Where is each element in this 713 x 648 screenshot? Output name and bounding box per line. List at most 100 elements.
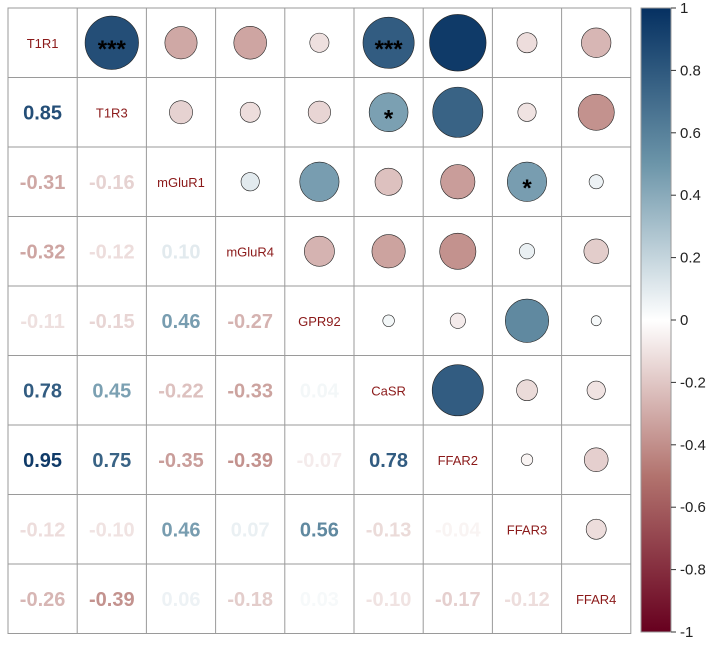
correlation-value: -0.33 (227, 380, 273, 402)
correlation-circle (371, 234, 406, 269)
variable-label: FFAR3 (507, 522, 547, 537)
variable-label: T1R3 (96, 105, 128, 120)
correlation-value: -0.12 (504, 589, 550, 611)
legend-tick-label: -0.8 (680, 562, 706, 579)
correlation-value: -0.11 (20, 311, 64, 333)
variable-label: CaSR (371, 383, 406, 398)
legend-tick-label: 1 (680, 0, 688, 17)
correlation-circle (519, 243, 535, 260)
variable-label: mGluR1 (157, 175, 205, 190)
correlation-circle (240, 172, 260, 192)
correlation-circle (169, 100, 193, 125)
correlation-circle (307, 100, 331, 124)
correlation-value: 0.78 (23, 380, 62, 402)
color-legend: 1 0.8 0.6 0.4 0.2 0 -0.2 -0.4 -0.6 -0.8 -1 (640, 0, 706, 641)
correlation-value: 0.78 (369, 450, 408, 472)
correlation-value: -0.31 (20, 172, 66, 194)
correlation-circle (304, 235, 335, 267)
correlation-circle (429, 14, 487, 72)
correlation-circle (439, 232, 477, 270)
correlation-circle (164, 26, 198, 60)
correlation-value: -0.16 (89, 172, 135, 194)
legend-tick-label: -0.4 (680, 437, 706, 454)
correlation-circle (431, 364, 484, 417)
correlation-grid: T1R1 *** *** 0.85 T1R3 * -0.31 -0.16 mGluR1 * -0.3… (7, 7, 632, 634)
correlation-value: -0.04 (435, 519, 481, 541)
correlation-circle (517, 102, 537, 122)
correlation-value: -0.32 (20, 241, 66, 263)
correlation-value: -0.10 (89, 519, 135, 541)
correlation-value: -0.10 (366, 589, 412, 611)
color-legend-ticks: 1 0.8 0.6 0.4 0.2 0 -0.2 -0.4 -0.6 -0.8 -1 (671, 0, 706, 641)
legend-tick-label: 0.6 (680, 125, 701, 142)
correlation-circle (590, 315, 602, 327)
correlation-value: 0.04 (300, 380, 340, 402)
correlation-circle (577, 93, 615, 131)
correlation-circle (516, 379, 538, 402)
legend-tick-label: 0.8 (680, 62, 701, 79)
correlation-circle (382, 314, 395, 327)
correlation-value: 0.45 (92, 380, 131, 402)
legend-tick-label: -1 (680, 624, 693, 641)
correlation-value: -0.13 (366, 519, 412, 541)
legend-tick-label: -0.2 (680, 374, 706, 391)
correlation-value: -0.27 (227, 311, 273, 333)
correlation-circle (233, 26, 267, 60)
correlation-value: -0.15 (89, 311, 135, 333)
correlation-value: -0.35 (158, 450, 204, 472)
correlation-circle (586, 380, 606, 400)
correlation-circle (585, 518, 607, 540)
variable-label: FFAR2 (438, 453, 478, 468)
correlation-circle (520, 453, 534, 466)
correlation-circle (362, 16, 415, 69)
correlation-value: -0.39 (89, 589, 135, 611)
correlation-value: 0.06 (162, 589, 201, 611)
correlation-value: -0.12 (20, 519, 66, 541)
correlation-circle (507, 161, 547, 202)
legend-tick-label: 0.2 (680, 250, 701, 267)
correlation-circle (440, 164, 476, 200)
correlation-circle (504, 298, 550, 343)
correlation-value: 0.46 (162, 519, 201, 541)
correlation-value: -0.26 (20, 589, 66, 611)
legend-tick-label: 0 (680, 312, 688, 329)
correlation-value: 0.75 (92, 450, 131, 472)
significance-stars: * (522, 175, 532, 202)
grid-frame (7, 7, 632, 634)
correlation-value: 0.46 (162, 311, 201, 333)
color-legend-bar (640, 7, 672, 633)
correlation-circle (449, 312, 466, 329)
variable-label: mGluR4 (226, 244, 274, 259)
correlation-value: -0.18 (227, 589, 273, 611)
legend-tick-label: 0.4 (680, 187, 701, 204)
variable-label: FFAR4 (576, 592, 616, 607)
variable-label: GPR92 (298, 314, 341, 329)
correlation-circle (581, 27, 612, 58)
correlation-circle (239, 101, 261, 123)
correlation-circle (583, 238, 609, 264)
correlation-circle (368, 92, 409, 133)
correlation-circle (299, 161, 340, 202)
correlation-value: -0.39 (227, 450, 273, 472)
correlation-value: 0.56 (300, 519, 339, 541)
correlation-value: 0.07 (231, 519, 270, 541)
correlation-value: 0.03 (300, 589, 339, 611)
significance-stars: * (384, 105, 394, 132)
correlation-value: -0.17 (435, 589, 481, 611)
correlation-value: -0.22 (158, 380, 204, 402)
significance-stars: *** (375, 36, 404, 63)
correlation-circle (583, 447, 609, 473)
correlation-value: -0.07 (297, 450, 343, 472)
correlation-circle (84, 15, 139, 70)
correlation-circle (432, 86, 484, 138)
correlation-value: 0.10 (162, 241, 201, 263)
correlation-value: -0.12 (89, 241, 135, 263)
correlation-circle (516, 32, 538, 54)
legend-tick-label: -0.6 (680, 499, 706, 516)
correlation-circle (588, 174, 604, 190)
significance-stars: *** (98, 36, 127, 63)
correlation-value: 0.95 (23, 450, 62, 472)
correlation-circle (374, 167, 403, 196)
correlation-value: 0.85 (23, 102, 62, 124)
